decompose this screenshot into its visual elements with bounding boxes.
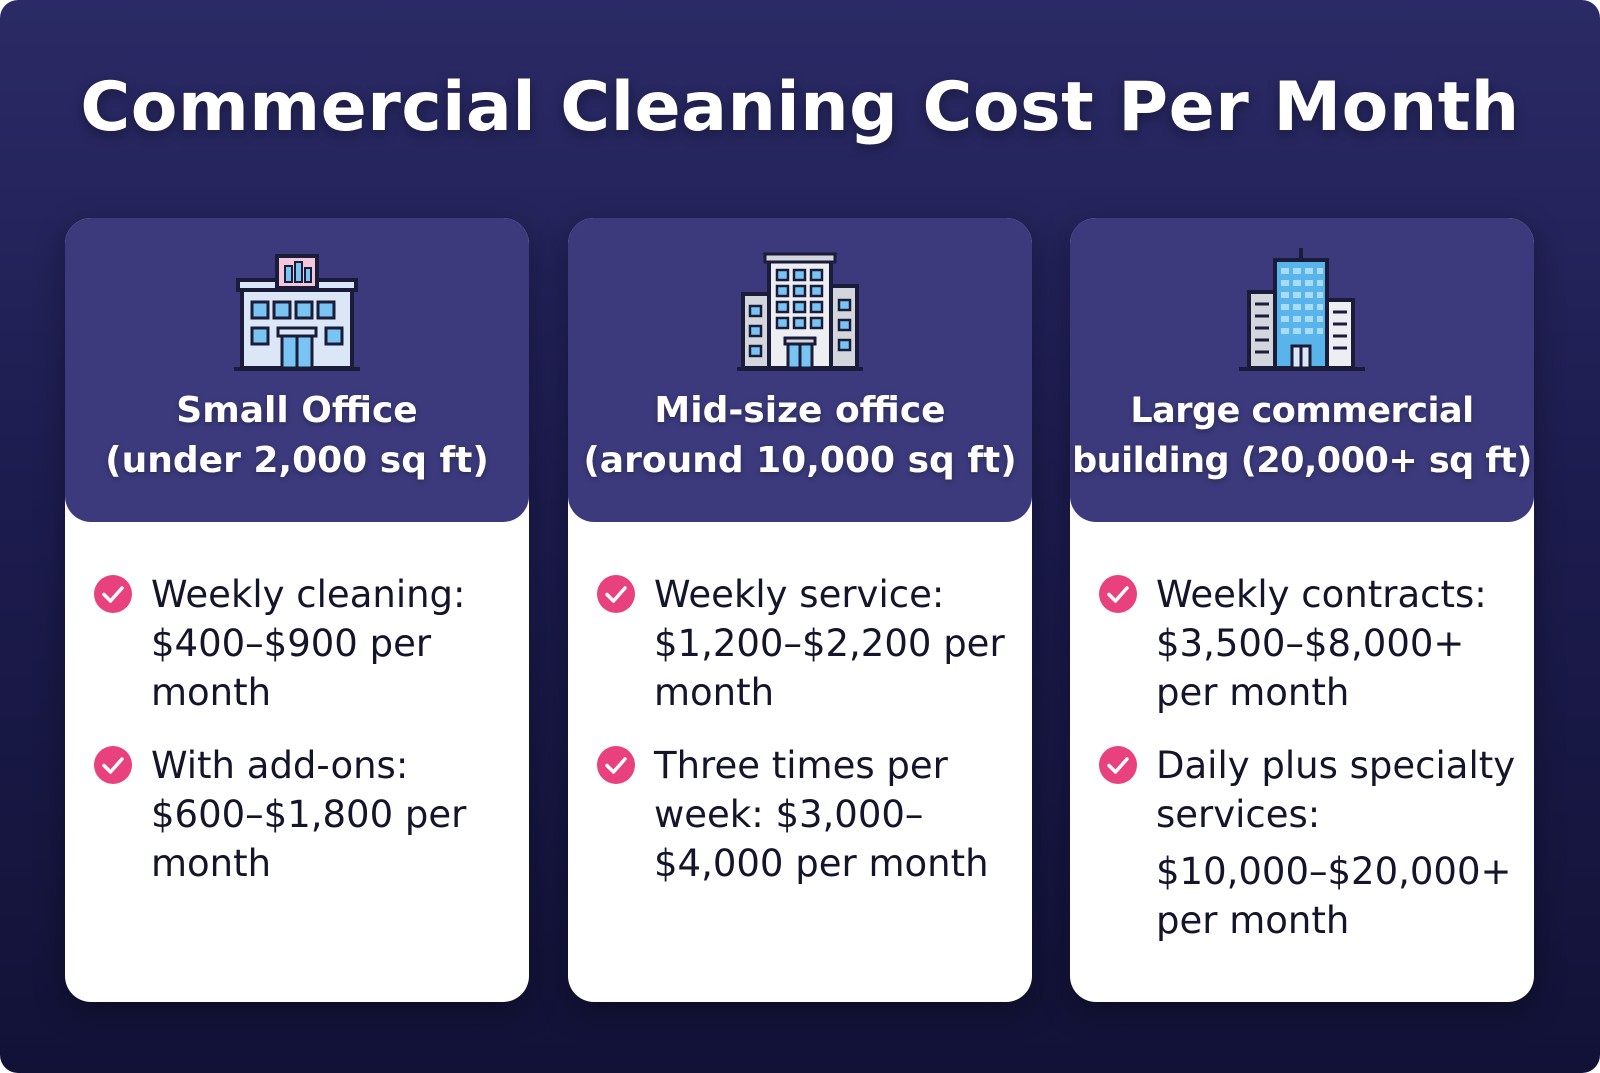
mid-size-office-building-icon <box>737 252 863 371</box>
card-small-office: Small Office (under 2,000 sq ft) Weekly … <box>65 218 529 1002</box>
list-item-text: Three times per week: $3,000– $4,000 per… <box>654 741 1022 888</box>
card-header: Small Office (under 2,000 sq ft) <box>65 218 529 522</box>
card-title-line: building (20,000+ sq ft) <box>1072 441 1532 481</box>
card-title-line: (under 2,000 sq ft) <box>105 440 489 481</box>
large-commercial-building-icon <box>1239 248 1365 371</box>
list-item-line: $400–$900 per <box>151 622 432 665</box>
list-item: With add-ons: $600–$1,800 per month <box>93 741 519 888</box>
check-icon <box>597 575 635 613</box>
cost-list: Weekly cleaning: $400–$900 per month Wit… <box>93 570 519 912</box>
list-item: Daily plus specialty services: $10,000–$… <box>1098 741 1524 945</box>
list-item: Weekly service: $1,200–$2,200 per month <box>596 570 1022 717</box>
check-icon <box>94 575 132 613</box>
list-item-line: week: $3,000– <box>654 793 924 836</box>
list-item-line: $10,000–$20,000+ <box>1156 850 1512 893</box>
check-icon <box>94 746 132 784</box>
cost-list: Weekly service: $1,200–$2,200 per month … <box>596 570 1022 912</box>
card-large-commercial: Large commercial building (20,000+ sq ft… <box>1070 218 1534 1002</box>
card-title: Mid-size office (around 10,000 sq ft) <box>568 386 1032 486</box>
list-item: Weekly cleaning: $400–$900 per month <box>93 570 519 717</box>
list-item-line: Daily plus specialty <box>1156 744 1516 787</box>
list-item-line: per month <box>1156 671 1350 714</box>
list-item-text: Daily plus specialty services: $10,000–$… <box>1156 741 1524 945</box>
check-icon <box>597 746 635 784</box>
card-header: Large commercial building (20,000+ sq ft… <box>1070 218 1534 522</box>
card-title-line: Mid-size office <box>654 390 946 431</box>
card-mid-size-office: Mid-size office (around 10,000 sq ft) We… <box>568 218 1032 1002</box>
list-item-line: month <box>654 671 775 714</box>
list-item-line: Weekly cleaning: <box>151 573 466 616</box>
card-title-line: Small Office <box>176 390 418 431</box>
list-item-line: services: <box>1156 793 1321 836</box>
list-item-text: Weekly service: $1,200–$2,200 per month <box>654 570 1022 717</box>
list-item-line: $1,200–$2,200 per <box>654 622 1005 665</box>
card-title-line: (around 10,000 sq ft) <box>583 440 1017 481</box>
list-item-text: Weekly cleaning: $400–$900 per month <box>151 570 519 717</box>
list-item-line: $600–$1,800 per <box>151 793 467 836</box>
small-office-building-icon <box>234 254 360 371</box>
list-item-line: Weekly contracts: <box>1156 573 1487 616</box>
card-title: Small Office (under 2,000 sq ft) <box>65 386 529 486</box>
list-item-line: per month <box>1156 899 1350 942</box>
list-item-line: $3,500–$8,000+ <box>1156 622 1465 665</box>
list-item: Three times per week: $3,000– $4,000 per… <box>596 741 1022 888</box>
list-item-line: Three times per <box>654 744 948 787</box>
list-item-line: $4,000 per month <box>654 842 989 885</box>
cost-list: Weekly contracts: $3,500–$8,000+ per mon… <box>1098 570 1524 969</box>
list-item-line: month <box>151 671 272 714</box>
page-title: Commercial Cleaning Cost Per Month <box>80 68 1520 147</box>
list-item: Weekly contracts: $3,500–$8,000+ per mon… <box>1098 570 1524 717</box>
check-icon <box>1099 575 1137 613</box>
list-item-line: Weekly service: <box>654 573 945 616</box>
list-item-text: With add-ons: $600–$1,800 per month <box>151 741 519 888</box>
card-title-line: Large commercial <box>1130 391 1474 431</box>
check-icon <box>1099 746 1137 784</box>
card-header: Mid-size office (around 10,000 sq ft) <box>568 218 1032 522</box>
list-item-text: Weekly contracts: $3,500–$8,000+ per mon… <box>1156 570 1524 717</box>
list-item-line: month <box>151 842 272 885</box>
list-item-line: With add-ons: <box>151 744 409 787</box>
card-title: Large commercial building (20,000+ sq ft… <box>1070 386 1534 486</box>
